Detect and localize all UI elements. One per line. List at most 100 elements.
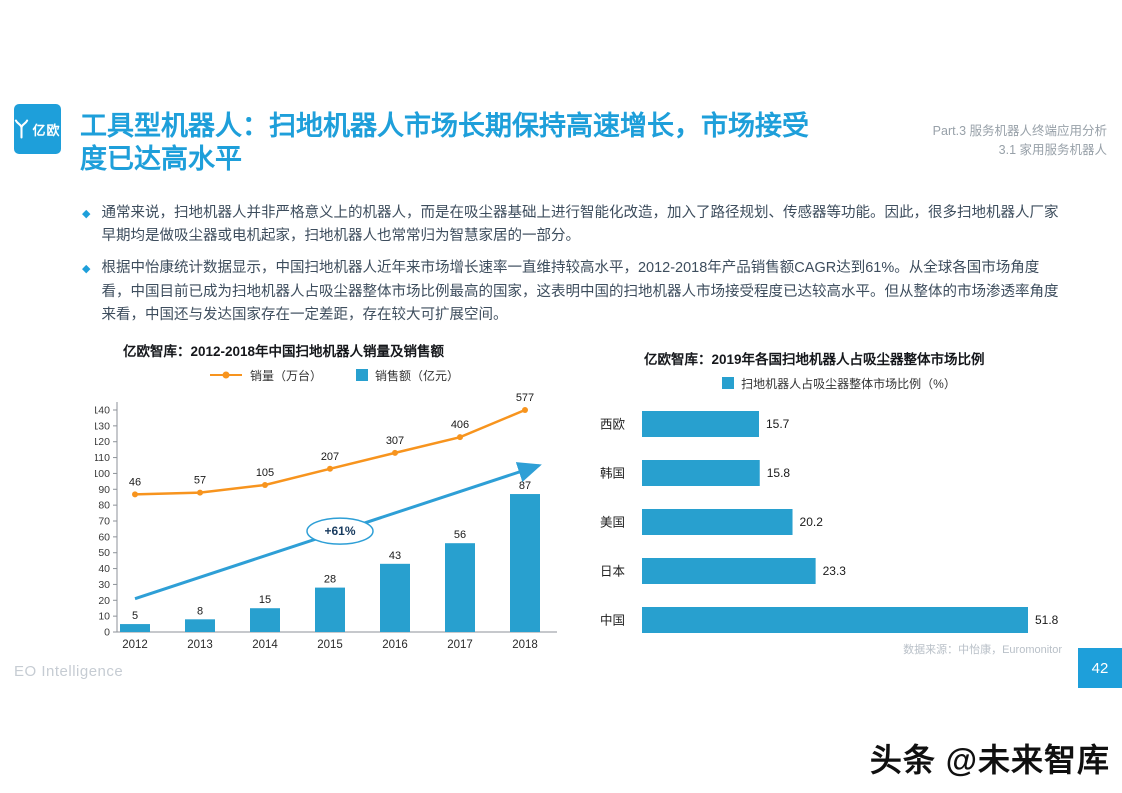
line-point: [327, 465, 333, 472]
legend-item-volume: 销量（万台）: [209, 367, 322, 384]
chart-title: 亿欧智库：2012-2018年中国扫地机器人销量及销售额: [123, 344, 445, 359]
section-subpart-line: 3.1 家用服务机器人: [998, 143, 1107, 158]
bar-swatch-icon: [722, 377, 735, 389]
y-tick-label: 10: [98, 611, 110, 623]
bar-swatch-icon: [356, 369, 368, 381]
page-number-badge: 42: [1078, 648, 1122, 688]
diamond-bullet-icon: ◆: [82, 208, 91, 220]
revenue-bar-2012: [120, 624, 150, 632]
x-tick-label: 2016: [382, 639, 408, 651]
line-value-label: 307: [386, 435, 404, 447]
y-tick-label: 140: [95, 405, 110, 417]
x-tick-label: 2014: [252, 639, 278, 651]
line-value-label: 406: [451, 419, 469, 431]
line-point: [197, 489, 203, 496]
line-point: [392, 449, 398, 456]
revenue-bar-2018: [510, 494, 540, 632]
bullet-text: 根据中怡康统计数据显示，中国扫地机器人近年来市场增长速率一直维持较高水平，201…: [101, 260, 1059, 323]
legend-label: 销售额（亿元）: [375, 368, 460, 383]
eo-logo: 亿欧: [14, 104, 61, 154]
revenue-bar-2013: [185, 619, 215, 632]
market-share-bar-chart: 西欧 15.7 韩国 15.8 美国 20.2 日本 23.3 中国 51.8: [600, 411, 1059, 633]
y-tick-label: 110: [95, 452, 110, 464]
bar-value-label: 5: [132, 610, 138, 622]
value-label: 51.8: [1035, 613, 1059, 627]
hbar-chart-legend: 扫地机器人占吸尘器整体市场比例（%）: [598, 375, 1080, 392]
category-label: 西欧: [600, 418, 626, 432]
value-label: 20.2: [800, 515, 824, 529]
line-point: [262, 481, 268, 488]
category-label: 日本: [600, 565, 626, 579]
line-value-label: 57: [194, 475, 206, 487]
value-label: 15.8: [767, 466, 791, 480]
share-bar-西欧: [642, 411, 759, 437]
y-tick-label: 40: [98, 563, 110, 575]
data-source-note: 数据来源：中怡康，Euromonitor: [903, 644, 1062, 656]
revenue-bar-2014: [250, 608, 280, 632]
category-label: 美国: [600, 516, 625, 530]
eo-logo-glyph-icon: [15, 119, 29, 139]
x-tick-label: 2018: [512, 639, 538, 651]
bar-value-label: 56: [454, 529, 466, 541]
sales-combo-chart-block: 亿欧智库：2012-2018年中国扫地机器人销量及销售额 销量（万台） 销售额（…: [95, 340, 573, 660]
bar-value-label: 87: [519, 480, 531, 492]
line-value-label: 207: [321, 451, 339, 463]
x-tick-label: 2012: [122, 639, 148, 651]
combo-chart-legend: 销量（万台） 销售额（亿元）: [95, 367, 573, 384]
x-tick-label: 2015: [317, 639, 343, 651]
bullet-list: ◆ 通常来说，扫地机器人并非严格意义上的机器人，而是在吸尘器基础上进行智能化改造…: [80, 202, 1062, 336]
value-label: 23.3: [823, 564, 847, 578]
share-bar-中国: [642, 607, 1028, 633]
line-swatch-icon: [209, 371, 242, 379]
y-tick-label: 50: [98, 547, 110, 559]
toutiao-watermark: 头条 @未来智库: [869, 742, 1110, 778]
line-point: [132, 491, 138, 498]
y-tick-label: 130: [95, 420, 110, 432]
share-bar-日本: [642, 558, 816, 584]
revenue-bar-2016: [380, 563, 410, 632]
y-tick-label: 120: [95, 436, 110, 448]
cagr-annotation-label: +61%: [324, 524, 355, 538]
legend-item-revenue: 销售额（亿元）: [356, 367, 459, 384]
line-value-label: 105: [256, 467, 274, 479]
share-bar-美国: [642, 509, 793, 535]
section-part-line: Part.3 服务机器人终端应用分析: [932, 124, 1107, 138]
bar-value-label: 28: [324, 574, 336, 586]
y-tick-label: 60: [98, 531, 110, 543]
x-tick-label: 2013: [187, 639, 213, 651]
logo-brand-text: 亿欧: [32, 122, 61, 138]
bullet-text: 通常来说，扫地机器人并非严格意义上的机器人，而是在吸尘器基础上进行智能化改造，加…: [101, 205, 1059, 245]
y-tick-label: 80: [98, 500, 110, 512]
share-bar-韩国: [642, 460, 760, 486]
diamond-bullet-icon: ◆: [82, 263, 91, 276]
legend-label: 扫地机器人占吸尘器整体市场比例（%）: [741, 376, 956, 391]
category-label: 中国: [600, 613, 625, 628]
line-point: [457, 434, 463, 441]
market-share-chart-block: 亿欧智库：2019年各国扫地机器人占吸尘器整体市场比例 扫地机器人占吸尘器整体市…: [598, 348, 1080, 640]
bullet-item: ◆ 通常来说，扫地机器人并非严格意义上的机器人，而是在吸尘器基础上进行智能化改造…: [80, 202, 1062, 248]
bar-value-label: 43: [389, 550, 401, 562]
y-tick-label: 100: [95, 468, 110, 480]
y-tick-label: 0: [104, 627, 110, 639]
line-value-label: 46: [129, 476, 141, 488]
y-tick-label: 90: [98, 484, 110, 496]
category-label: 韩国: [600, 466, 625, 481]
line-point: [522, 407, 528, 413]
bullet-item: ◆ 根据中怡康统计数据显示，中国扫地机器人近年来市场增长速率一直维持较高水平，2…: [80, 257, 1062, 327]
page-title: 工具型机器人：扫地机器人市场长期保持高速增长，市场接受度已达高水平: [80, 111, 809, 174]
value-label: 15.7: [766, 417, 790, 431]
revenue-bar-2017: [445, 543, 475, 632]
x-tick-label: 2017: [447, 639, 473, 651]
y-tick-label: 30: [98, 579, 110, 591]
chart-title: 亿欧智库：2019年各国扫地机器人占吸尘器整体市场比例: [644, 352, 985, 367]
sales-combo-chart: 0 10 20 30 40 50 60 70 80 90 100 110 120 130 140 5 2012 8…: [95, 392, 557, 651]
bar-value-label: 8: [197, 605, 203, 617]
legend-label: 销量（万台）: [249, 368, 322, 383]
y-tick-label: 70: [98, 516, 110, 528]
legend-item-share: 扫地机器人占吸尘器整体市场比例（%）: [722, 375, 956, 392]
line-value-label: 577: [516, 392, 534, 404]
y-tick-label: 20: [98, 595, 110, 607]
bar-value-label: 15: [259, 594, 271, 606]
section-breadcrumb: Part.3 服务机器人终端应用分析 3.1 家用服务机器人: [933, 122, 1107, 161]
